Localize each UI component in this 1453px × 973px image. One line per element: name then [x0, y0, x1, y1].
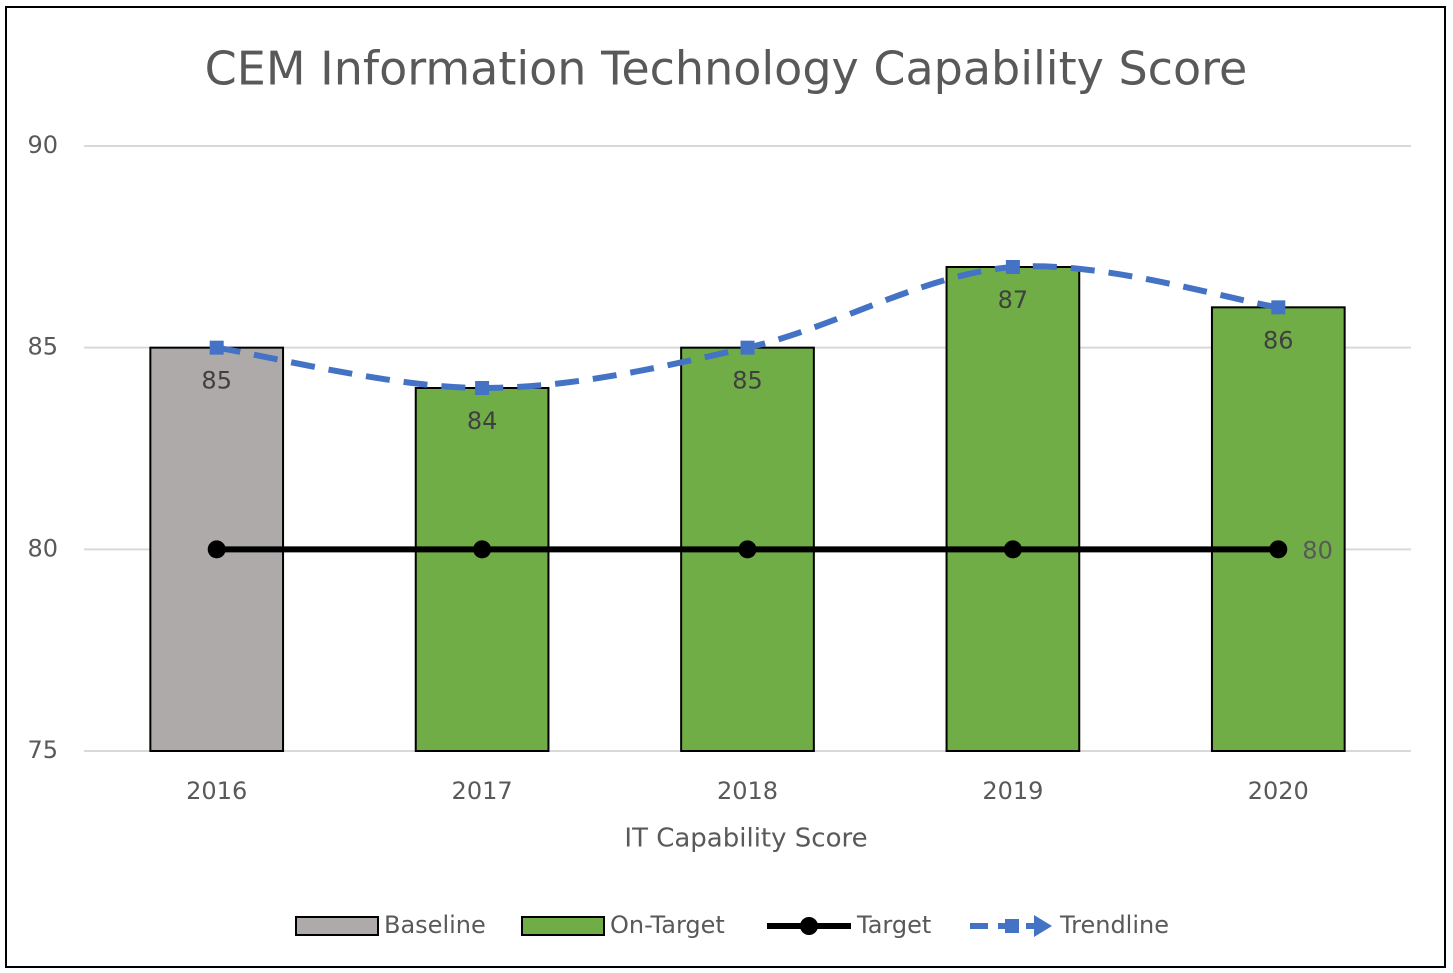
data-label: 87: [998, 286, 1029, 314]
legend-swatch: [521, 916, 605, 936]
legend-label: Trendline: [1059, 911, 1169, 939]
legend-swatch: [295, 916, 379, 936]
bar: [414, 387, 550, 752]
line-marker: [738, 540, 757, 559]
legend-label: On-Target: [610, 911, 725, 939]
legend-marker: [1005, 919, 1019, 933]
line-marker: [1269, 540, 1288, 559]
legend-marker: [800, 917, 818, 935]
legend-label: Baseline: [384, 911, 486, 939]
line-marker: [209, 340, 224, 355]
data-label: 84: [467, 407, 498, 435]
x-tick-label: 2018: [717, 777, 778, 805]
line-marker: [475, 381, 490, 395]
y-tick-label: 80: [27, 534, 58, 562]
x-tick-label: 2019: [982, 777, 1043, 805]
chart-title: CEM Information Technology Capability Sc…: [205, 42, 1248, 96]
line-marker: [207, 540, 226, 559]
data-label: 85: [732, 367, 763, 395]
data-label: 85: [201, 367, 232, 395]
y-tick-label: 90: [27, 131, 58, 159]
x-tick-label: 2016: [186, 777, 247, 805]
data-label: 80: [1302, 536, 1333, 564]
bar: [945, 266, 1081, 752]
legend-label: Target: [856, 911, 931, 939]
x-tick-label: 2020: [1248, 777, 1309, 805]
y-tick-label: 75: [27, 736, 58, 764]
bar: [1210, 306, 1346, 752]
line-marker: [1005, 260, 1020, 274]
x-tick-label: 2017: [452, 777, 513, 805]
line-marker: [1003, 540, 1022, 559]
line-marker: [1271, 300, 1286, 315]
data-label: 86: [1263, 326, 1294, 354]
y-tick-label: 85: [27, 333, 58, 361]
line-marker: [740, 340, 755, 355]
x-axis-label: IT Capability Score: [624, 824, 867, 854]
legend-arrow: [1034, 915, 1052, 937]
line-marker: [473, 540, 492, 559]
